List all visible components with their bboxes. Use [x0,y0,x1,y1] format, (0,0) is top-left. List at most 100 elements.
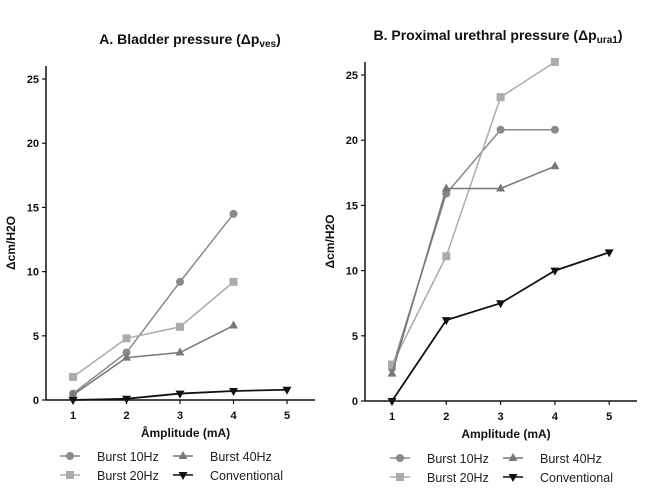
data-point [550,125,559,134]
legend-label: Burst 40Hz [210,450,272,464]
legend-marker [178,451,188,459]
y-tick-label: 15 [27,202,39,214]
y-tick-label: 20 [346,135,358,147]
data-point [69,372,77,381]
series-burst-20hz [69,277,238,381]
legend-marker [178,472,188,480]
x-tick-label: 4 [230,410,237,422]
legend-item: Burst 20Hz [60,469,159,483]
data-point [550,57,559,66]
x-tick-label: 5 [284,410,290,422]
y-tick-label: 5 [33,331,39,343]
data-point [387,368,397,377]
y-tick-label: 25 [27,74,39,86]
y-tick-label: 0 [33,395,39,407]
series-line [72,213,235,395]
y-tick-label: 25 [346,70,358,82]
y-tick-label: 15 [346,200,358,212]
data-point [122,334,131,343]
data-point [441,183,451,192]
legend-label: Burst 20Hz [97,469,159,483]
series-conventional [68,386,292,405]
y-tick-label: 10 [346,266,358,278]
legend-marker [396,454,404,462]
series-line [391,165,556,374]
y-tick-label: 5 [352,331,358,343]
chart-title: B. Proximal urethral pressure (Δpura1) [373,27,622,46]
data-point [68,397,78,405]
series-line [72,281,234,378]
x-tick-label: 1 [70,410,76,422]
data-point [229,388,238,397]
data-point [604,249,614,258]
x-tick-label: 4 [552,411,559,423]
series-burst-40hz [68,320,238,398]
data-point [496,183,506,192]
series-conventional [387,249,614,406]
data-point [229,277,238,286]
legend-label: Burst 40Hz [540,452,602,466]
legend-marker [66,452,74,460]
legend-item: Burst 20Hz [390,471,489,485]
data-point [496,93,505,102]
x-tick-label: 2 [443,411,449,423]
y-axis-label: Δcm/H2O [323,215,337,269]
data-point [176,322,184,331]
data-point [550,267,560,276]
legend-item: Burst 40Hz [503,452,602,466]
data-point [175,390,185,399]
legend-marker [396,473,404,481]
data-point [122,395,131,404]
legend-item: Burst 10Hz [60,450,159,464]
legend-item: Burst 40Hz [173,450,272,464]
chart-panel-b: B. Proximal urethral pressure (Δpura1) 0 5… [323,27,637,485]
data-point [387,398,397,406]
series-burst-40hz [387,161,560,377]
legend-marker [508,453,518,461]
legend-label: Burst 10Hz [97,450,159,464]
x-tick-label: 1 [389,411,395,423]
data-point [229,320,238,329]
legend-label: Burst 10Hz [427,452,489,466]
data-point [175,347,185,356]
y-axis-label: Δcm/H2O [4,216,18,270]
x-tick-label: 5 [606,411,612,423]
legend-marker [66,471,74,479]
series-burst-10hz [69,209,238,398]
legend-label: Conventional [540,471,613,485]
data-point [496,125,505,134]
series-burst-10hz [388,125,559,373]
chart-title: A. Bladder pressure (Δpves) [99,31,281,50]
legend-label: Conventional [210,469,283,483]
series-line [72,324,234,396]
x-tick-label: 3 [177,410,183,422]
x-axis-label: Âmplitude (mA) [141,425,230,440]
legend-item: Conventional [173,469,283,483]
legend-label: Burst 20Hz [427,471,489,485]
data-point [282,386,292,395]
data-point [442,252,451,261]
y-tick-label: 10 [27,267,39,279]
legend-item: Conventional [503,471,613,485]
series-line [391,61,556,365]
data-point [229,209,238,218]
series-burst-20hz [388,57,559,369]
data-point [68,389,78,398]
data-point [122,352,131,361]
data-point [122,348,131,357]
data-point [441,317,451,326]
series-line [391,251,610,402]
legend-item: Burst 10Hz [390,452,489,466]
legend-marker [508,474,518,482]
x-tick-label: 3 [498,411,504,423]
y-tick-label: 20 [27,138,39,150]
data-point [388,360,396,369]
data-point [496,300,506,309]
x-tick-label: 2 [123,410,129,422]
data-point [550,161,560,170]
x-axis-label: Amplitude (mA) [461,427,550,441]
y-tick-label: 0 [352,396,358,408]
series-line [391,129,555,369]
chart-panel-a: A. Bladder pressure (Δpves) 0 5 10 15 20 25 1 2 3… [4,31,315,483]
